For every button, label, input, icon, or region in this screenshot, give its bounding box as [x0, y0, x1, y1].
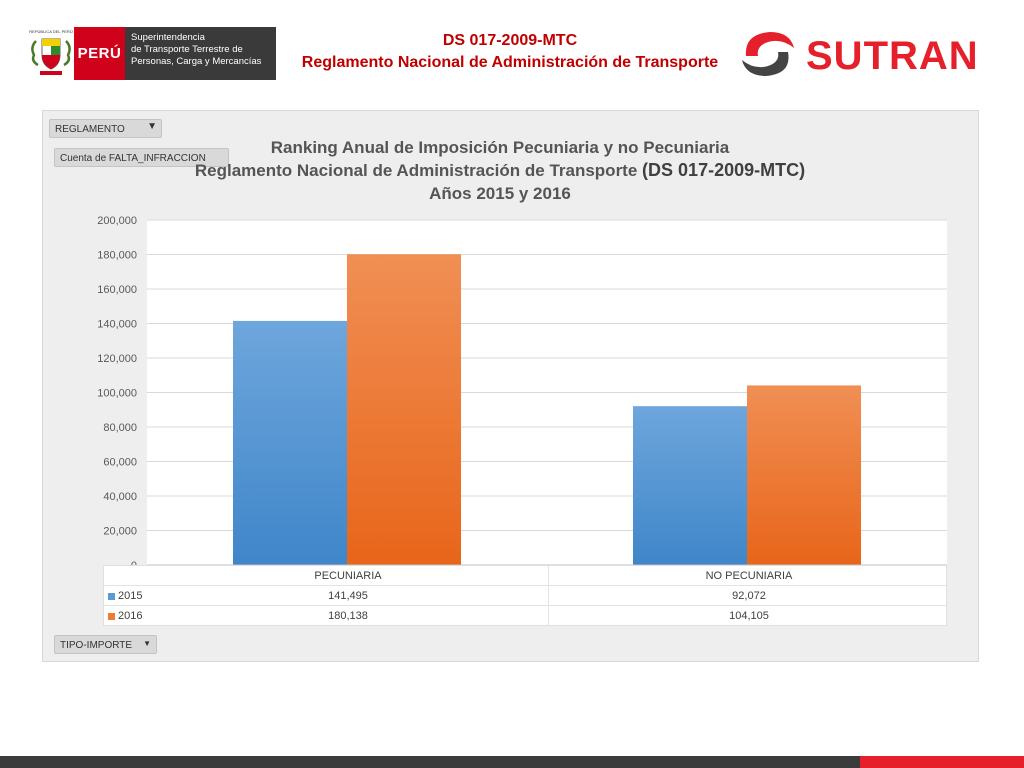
- agency-name: Superintendencia de Transporte Terrestre…: [125, 27, 276, 80]
- coat-of-arms-icon: REPÚBLICA DEL PERÚ: [28, 27, 74, 80]
- peru-government-logo: REPÚBLICA DEL PERÚ PERÚ Superintendencia…: [28, 27, 276, 80]
- legend-label-2015: 2015: [118, 590, 143, 602]
- bar-2015-pecuniaria: [233, 320, 347, 565]
- chart-data-table: PECUNIARIA NO PECUNIARIA 2015 141,495 92…: [103, 565, 947, 626]
- legend-label-2016: 2016: [118, 610, 143, 622]
- data-label: 92,072: [548, 586, 949, 606]
- chart-title-line2-text: Reglamento Nacional de Administración de…: [194, 161, 638, 180]
- chart-title-line2: Reglamento Nacional de Administración de…: [150, 159, 850, 182]
- y-tick-label: 180,000: [97, 250, 137, 262]
- y-tick-label: 60,000: [103, 457, 137, 469]
- chart-title-line1: Ranking Anual de Imposición Pecuniaria y…: [270, 138, 730, 157]
- bar-2016-no-pecuniaria: [747, 385, 861, 565]
- y-tick-label: 200,000: [97, 215, 137, 227]
- legend-swatch-2015: [108, 592, 115, 600]
- y-tick-label: 80,000: [103, 422, 137, 434]
- svg-text:REPÚBLICA DEL PERÚ: REPÚBLICA DEL PERÚ: [29, 29, 73, 34]
- value-field-label: Cuenta de FALTA_INFRACCION: [60, 153, 206, 164]
- y-tick-label: 100,000: [97, 388, 137, 400]
- bar-2016-pecuniaria: [347, 254, 461, 565]
- chart-title: Ranking Anual de Imposición Pecuniaria y…: [150, 136, 850, 205]
- tipo-importe-filter-button[interactable]: TIPO-IMPORTE ▼: [54, 635, 157, 654]
- sutran-logo: SUTRAN: [736, 26, 996, 82]
- sutran-wordmark: SUTRAN: [806, 34, 979, 78]
- agency-line-3: Personas, Carga y Mercancías: [131, 56, 262, 67]
- footer-bar: [0, 756, 860, 768]
- footer-accent: [860, 756, 1024, 768]
- category-label-no-pecuniaria: NO PECUNIARIA: [548, 566, 949, 586]
- reglamento-filter-button[interactable]: REGLAMENTO ▼: [49, 119, 162, 138]
- category-label-pecuniaria: PECUNIARIA: [314, 570, 382, 582]
- reglamento-filter-label: REGLAMENTO: [55, 124, 125, 135]
- legend-swatch-2016: [108, 612, 115, 620]
- data-label: 180,138: [328, 610, 368, 622]
- page-title: DS 017-2009-MTC Reglamento Nacional de A…: [280, 30, 740, 74]
- agency-line-1: Superintendencia: [131, 32, 205, 43]
- chevron-down-icon: ▼: [143, 639, 151, 648]
- data-label: 141,495: [328, 590, 368, 602]
- y-tick-label: 140,000: [97, 319, 137, 331]
- agency-line-2: de Transporte Terrestre de: [131, 44, 243, 55]
- sutran-swirl-icon: [742, 32, 794, 76]
- legend-entry-2016: 2016: [108, 606, 142, 626]
- data-label: 104,105: [548, 606, 949, 626]
- tipo-importe-label: TIPO-IMPORTE: [60, 640, 133, 651]
- chart-title-decree: (DS 017-2009-MTC): [642, 160, 806, 180]
- y-tick-label: 40,000: [103, 491, 137, 503]
- y-tick-label: 120,000: [97, 353, 137, 365]
- title-regulation: Reglamento Nacional de Administración de…: [301, 54, 719, 71]
- peru-label: PERÚ: [74, 27, 125, 80]
- chart-title-line3: Años 2015 y 2016: [429, 184, 571, 203]
- legend-entry-2015: 2015: [108, 586, 142, 606]
- table-row: 2016 180,138 104,105: [104, 606, 946, 626]
- bar-2015-no-pecuniaria: [633, 406, 747, 565]
- value-field-button[interactable]: Cuenta de FALTA_INFRACCION: [54, 148, 229, 167]
- y-tick-label: 160,000: [97, 284, 137, 296]
- filter-funnel-icon: ▼: [147, 121, 157, 132]
- table-row: 2015 141,495 92,072: [104, 586, 946, 606]
- table-header-row: PECUNIARIA NO PECUNIARIA: [104, 566, 946, 586]
- y-tick-label: 20,000: [103, 526, 137, 538]
- title-decree: DS 017-2009-MTC: [442, 32, 578, 49]
